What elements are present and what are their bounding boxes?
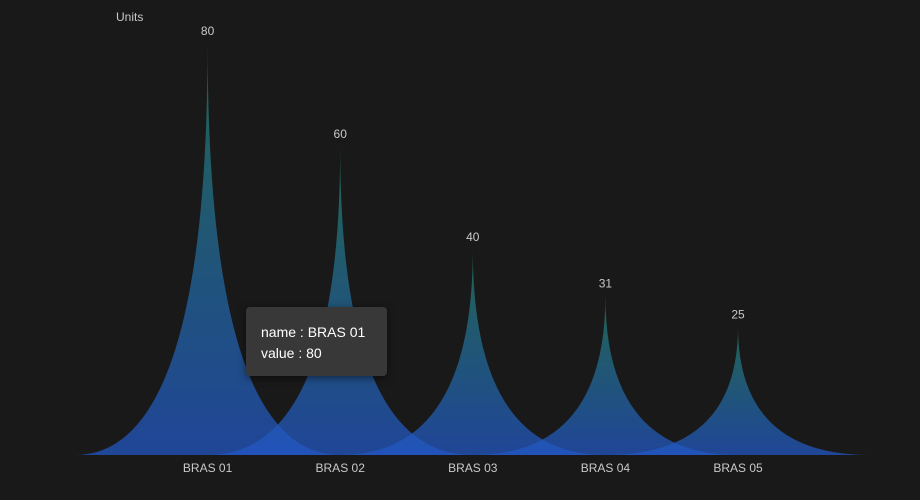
y-unit-label: Units [116, 10, 144, 24]
x-tick-label: BRAS 04 [581, 461, 631, 475]
x-tick-label: BRAS 01 [183, 461, 233, 475]
tooltip-value-key: value [261, 345, 295, 361]
chart-tooltip: name : BRAS 01 value : 80 [246, 307, 387, 376]
tooltip-name-key: name [261, 324, 297, 340]
tooltip-separator: : [296, 324, 308, 340]
tooltip-value: 80 [306, 345, 322, 361]
value-label: 80 [201, 24, 215, 38]
value-label: 40 [466, 230, 480, 244]
bar-bras-02[interactable] [207, 146, 473, 455]
bar-bras-04[interactable] [472, 295, 738, 455]
value-label: 60 [334, 127, 348, 141]
x-tick-label: BRAS 02 [316, 461, 366, 475]
tooltip-separator: : [294, 345, 307, 361]
value-label: 31 [599, 276, 613, 290]
tooltip-category: BRAS 01 [307, 324, 366, 340]
bar-bras-01[interactable] [75, 43, 341, 455]
x-tick-label: BRAS 03 [448, 461, 498, 475]
bar-bras-03[interactable] [340, 249, 606, 455]
tooltip-name-row: name : BRAS 01 [261, 322, 387, 343]
bar-bras-05[interactable] [605, 326, 871, 455]
x-tick-label: BRAS 05 [713, 461, 763, 475]
tooltip-value-row: value : 80 [261, 343, 387, 364]
value-label: 25 [731, 307, 745, 321]
